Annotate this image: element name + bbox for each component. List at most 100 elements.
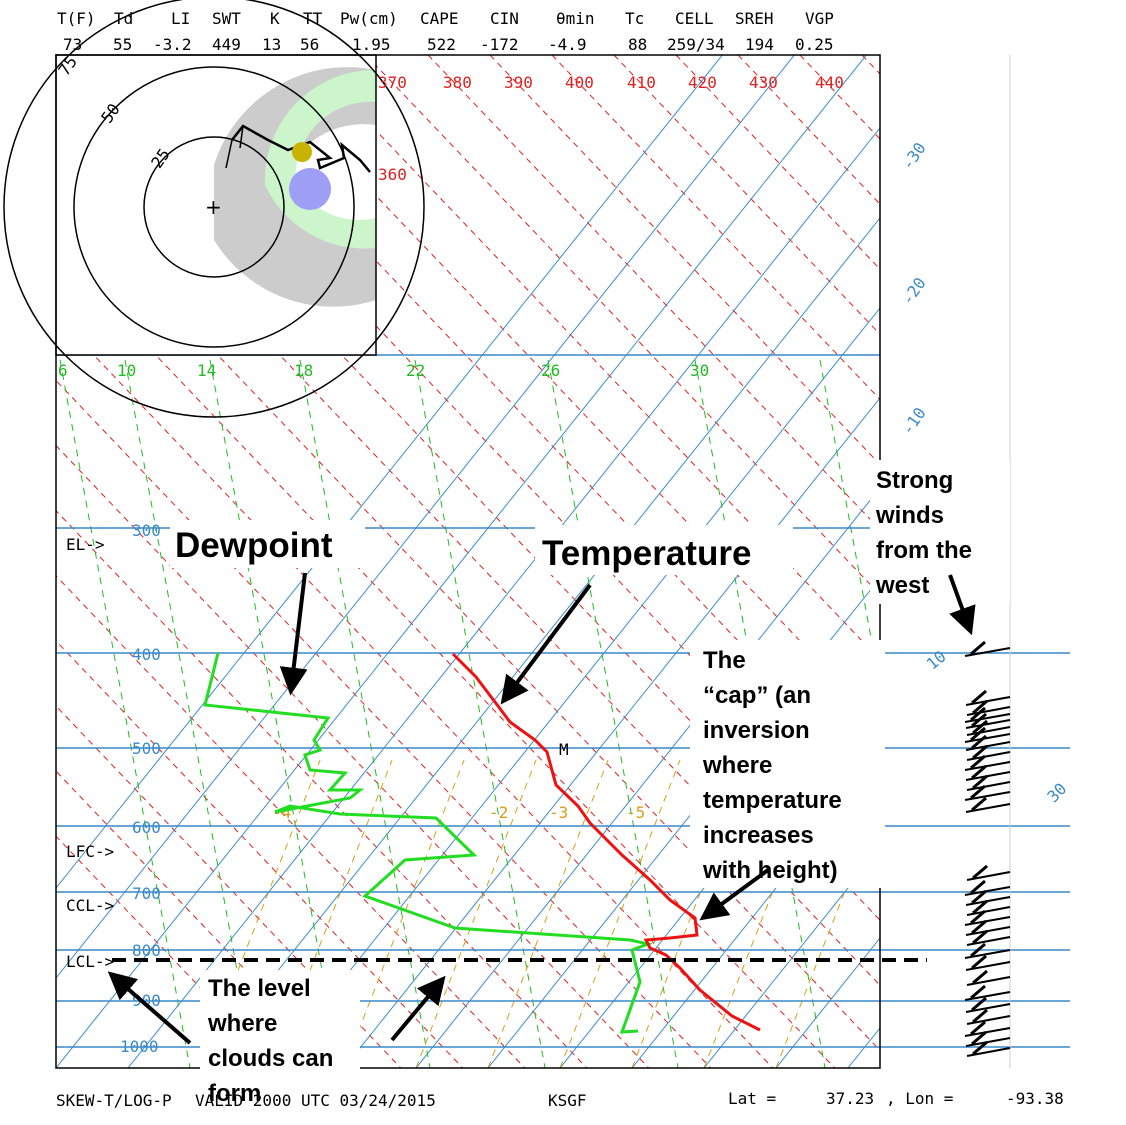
- isotherm-line: [56, 55, 868, 1068]
- wind-barb-flag: [971, 734, 987, 750]
- cap-annotation-line: with height): [702, 857, 838, 884]
- hodograph-ring-25: [143, 136, 285, 278]
- parcel-line: [415, 759, 537, 1068]
- wind-barb-flag: [972, 774, 988, 790]
- wind-barb-flag: [971, 919, 987, 935]
- wind-barb-flag: [970, 706, 986, 722]
- pressure-label: 400: [132, 645, 161, 664]
- cap-annotation-line: The: [703, 647, 746, 674]
- theta-label: 440: [815, 73, 844, 92]
- dry-adiabat-line: [1048, 55, 1126, 1105]
- isotherm-line: [415, 487, 880, 1068]
- pressure-labels: 300 400 500 600 700 800 900 1000: [120, 521, 161, 1056]
- parcel-label: -3: [549, 803, 568, 822]
- pressure-label: 300: [132, 521, 161, 540]
- lcl-arrow-left: [107, 971, 192, 1045]
- wind-barb-flag: [970, 909, 986, 925]
- wind-barb-flag: [971, 689, 987, 705]
- mixing-ratio-label: 30: [690, 361, 709, 380]
- wind-barb-flag: [971, 712, 987, 728]
- dry-adiabat-line: [427, 55, 880, 531]
- wind-barb-flag: [972, 969, 988, 985]
- mixing-ratio-line: [547, 359, 679, 1068]
- header-value: -4.9: [548, 35, 587, 54]
- wind-barb-flag: [970, 754, 986, 770]
- footer-lat: 37.23: [826, 1089, 874, 1108]
- pressure-label: 600: [132, 818, 161, 837]
- wind-barb-flag: [971, 996, 987, 1012]
- dry-adiabat-line: [1110, 55, 1126, 1105]
- isotherm-line: [1064, 0, 1126, 1068]
- wind-barb-flag: [972, 864, 988, 880]
- cap-annotation-line: where: [702, 752, 772, 779]
- wind-barb-flag: [970, 984, 986, 1000]
- hodograph-trace: [231, 124, 371, 173]
- wind-barb-flag: [972, 699, 988, 715]
- wind-barb-flag: [972, 929, 988, 945]
- storm-motion-yellow: [292, 142, 312, 162]
- header-label: CIN: [490, 9, 519, 28]
- theta-label: 380: [443, 73, 472, 92]
- header-label: VGP: [805, 9, 834, 28]
- dewpoint-annotation: Dewpoint: [175, 526, 333, 565]
- hodograph-gray-ring: [214, 67, 376, 307]
- wind-barb-flag: [970, 640, 986, 656]
- winds-annotation-line: west: [875, 572, 929, 599]
- wind-barbs: [964, 640, 1011, 1057]
- dewpoint-arrow: [279, 572, 308, 696]
- footer-station: KSGF: [548, 1091, 587, 1110]
- lcl-arrow-right: [390, 975, 446, 1042]
- isotherm-line: [127, 127, 880, 1068]
- isotherm-line: [343, 397, 880, 1068]
- footer-lon: -93.38: [1006, 1089, 1064, 1108]
- header-label: K: [270, 9, 280, 28]
- header-label: Pw(cm): [340, 9, 398, 28]
- pressure-label: 1000: [120, 1037, 159, 1056]
- ccl-label: CCL->: [66, 896, 114, 915]
- header-value: 55: [113, 35, 132, 54]
- header-value: 449: [212, 35, 241, 54]
- header-index-table: T(F) Td LI SWT K TT Pw(cm) CAPE CIN θmin…: [57, 9, 834, 54]
- header-label: θmin: [556, 9, 595, 28]
- wind-barb-flag: [971, 796, 987, 812]
- wind-barb-flag: [971, 889, 987, 905]
- footer-lat-label: Lat =: [728, 1089, 776, 1108]
- header-value: 73: [63, 35, 82, 54]
- dry-adiabat-line: [365, 55, 880, 596]
- isotherm-label: -20: [898, 274, 930, 309]
- annotations: Dewpoint Temperature Strong winds from t…: [175, 467, 972, 1107]
- isotherm-label: 30: [1043, 779, 1070, 806]
- isotherm-line: [56, 55, 796, 979]
- header-value: 88: [628, 35, 647, 54]
- header-label: Td: [114, 9, 133, 28]
- header-value: 1.95: [352, 35, 391, 54]
- isotherm-label: -10: [898, 404, 930, 439]
- dry-adiabat-line: [489, 55, 880, 466]
- wind-barb-flag: [970, 1020, 986, 1036]
- temperature-annotation: Temperature: [542, 534, 751, 573]
- header-value: 13: [262, 35, 281, 54]
- wind-barb-flag: [971, 1030, 987, 1046]
- cap-annotation-line: “cap” (an: [703, 682, 811, 709]
- isotherm-label: 10: [923, 647, 950, 674]
- clouds-annotation-line: form: [208, 1080, 261, 1107]
- mixing-ratio-label: 26: [541, 361, 560, 380]
- header-value: 522: [427, 35, 456, 54]
- mixing-ratio-line: [819, 359, 880, 690]
- theta-label: 370: [378, 73, 407, 92]
- header-label: Tc: [625, 9, 644, 28]
- hodograph-green-ring: [264, 69, 376, 249]
- parcel-label: -5: [626, 803, 645, 822]
- footer-lon-label: , Lon =: [886, 1089, 953, 1108]
- wind-barb-flag: [971, 764, 987, 780]
- wind-barb-flag: [972, 899, 988, 915]
- mixing-ratio-label: 10: [117, 361, 136, 380]
- clouds-annotation-line: where: [207, 1010, 277, 1037]
- header-value: 0.25: [795, 35, 834, 54]
- footer: SKEW-T/LOG-P VALID 2000 UTC 03/24/2015 K…: [56, 1089, 1064, 1110]
- mixing-ratio-label: 6: [58, 361, 68, 380]
- cap-annotation-line: temperature: [703, 787, 842, 814]
- hodograph-center-icon: +: [205, 195, 222, 219]
- clouds-annotation-line: clouds can: [208, 1045, 333, 1072]
